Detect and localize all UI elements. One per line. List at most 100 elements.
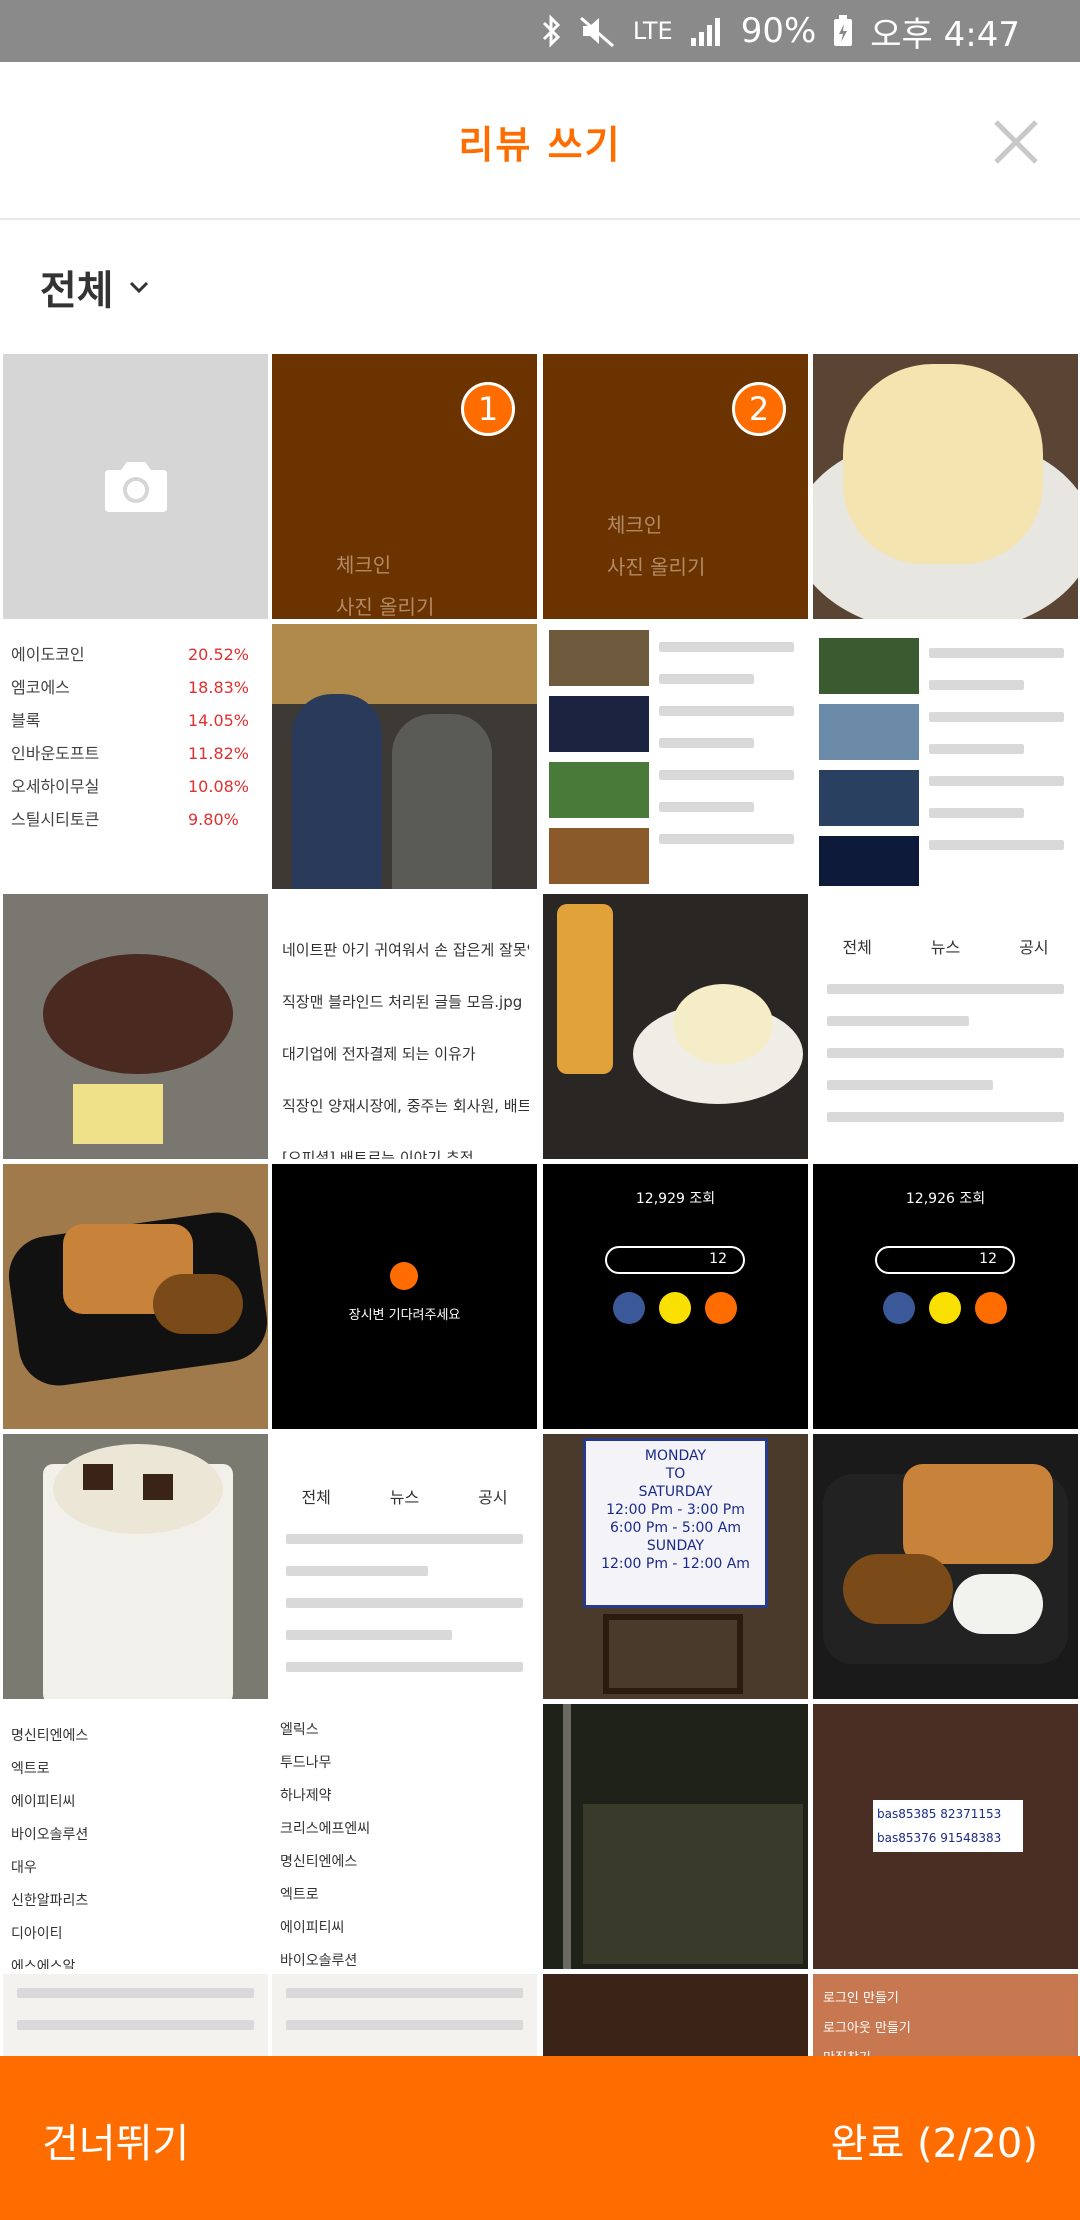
photo-tile[interactable] (813, 624, 1078, 889)
photo-tile[interactable]: 전체 뉴스 공시 (813, 894, 1078, 1159)
status-icons: LTE 90% 오후 4:47 (541, 0, 1020, 62)
photo-tile[interactable] (3, 1974, 268, 2056)
tab-news: 뉴스 (930, 938, 961, 957)
chair-image (603, 1614, 743, 1694)
photo-tile[interactable]: 12,926 조회 12 (813, 1164, 1078, 1429)
floor-image (583, 1804, 803, 1964)
video-thumb (819, 770, 919, 826)
table-row: 블록 (11, 711, 41, 730)
list-item: 대기업에 전자결제 되는 이유가 (282, 1045, 476, 1063)
facebook-icon (883, 1292, 915, 1324)
network-label: LTE (632, 17, 673, 45)
battery-icon (832, 14, 854, 48)
loading-icon (390, 1262, 418, 1290)
photo-tile[interactable]: 에이도코인 엠코에스 블록 인바운도프트 오세하이무실 스틸시티토큰 20.52… (3, 624, 268, 889)
list-item: [오피셜] 배트로는 이야기 추적 (282, 1149, 474, 1159)
bluetooth-icon (541, 14, 563, 48)
mute-icon (579, 14, 617, 48)
bottom-action-bar: 건너뛰기 완료 (2/20) (0, 2056, 1080, 2220)
photo-tile[interactable]: 전체 뉴스 공시 (272, 1434, 537, 1699)
table-row: 명신티엔에스 (280, 1854, 358, 1870)
video-thumb (819, 704, 919, 760)
done-button[interactable]: 완료 (2/20) (830, 2121, 1038, 2167)
page-title: 리뷰 쓰기 (458, 123, 622, 167)
album-filter-dropdown[interactable]: 전체 (40, 258, 150, 316)
menu-board-image (272, 624, 537, 704)
table-row: 디아이티 (11, 1926, 63, 1942)
bookmark-button: 12 (605, 1246, 745, 1274)
table-row: 명신티엔에스 (11, 1728, 89, 1744)
list-item: 로그아웃 만들기 (823, 2021, 911, 2036)
chocolate-image (143, 1474, 173, 1500)
link-icon (975, 1292, 1007, 1324)
news-list (286, 1534, 523, 1694)
table-row: 엘릭스 (280, 1722, 319, 1738)
photo-tile[interactable]: 명신티엔에스 엑트로 에이피티씨 바이오솔루션 대우 신한알파리츠 디아이티 에… (3, 1704, 268, 1969)
close-button[interactable] (986, 112, 1046, 172)
tile-preview-text: 체크인 사진 올리기 (573, 504, 705, 588)
photo-tile-selected[interactable]: 1 체크인 사진 올리기 (272, 354, 537, 619)
hours-line: TO (665, 1466, 686, 1482)
bookmark-button: 12 (875, 1246, 1015, 1274)
hours-line: SATURDAY (638, 1484, 713, 1500)
note-list: 로그인 만들기 로그아웃 만들기 맛집찾기 (823, 1984, 911, 2056)
news-tabs: 전체 뉴스 공시 (272, 1484, 537, 1508)
table-values: 20.52% 18.83% 14.05% 11.82% 10.08% 9.80% (188, 645, 250, 829)
post-list: 네이트판 아기 귀여워서 손 잡은게 잘못인가요? 직장맨 블라인드 처리된 글… (282, 924, 529, 1159)
signal-icon (689, 14, 725, 48)
photo-tile[interactable] (543, 894, 808, 1159)
tab-news: 뉴스 (389, 1488, 420, 1507)
table-row: 에스에스알 (11, 1959, 76, 1969)
skip-button[interactable]: 건너뛰기 (42, 2121, 190, 2167)
photo-tile[interactable] (272, 624, 537, 889)
photo-tile[interactable]: 12,929 조회 12 (543, 1164, 808, 1429)
photo-tile[interactable] (813, 354, 1078, 619)
table-row: 대우 (11, 1860, 37, 1876)
video-thumb (819, 836, 919, 886)
side-dish-image (73, 1084, 163, 1144)
photo-tile[interactable] (543, 624, 808, 889)
photo-tile[interactable] (3, 1164, 268, 1429)
bookmark-count: 12 (709, 1251, 727, 1267)
photo-tile[interactable]: 엘릭스 투드나무 하나제약 크리스에프엔씨 명신티엔에스 엑트로 에이피티씨 바… (272, 1704, 537, 1969)
photo-tile-selected[interactable]: 2 체크인 사진 올리기 (543, 354, 808, 619)
table-row: 엑트로 (11, 1761, 50, 1777)
list-item: 직장맨 블라인드 처리된 글들 모음.jpg (282, 993, 523, 1011)
photo-tile[interactable] (813, 1434, 1078, 1699)
photo-tile[interactable]: 로그인 만들기 로그아웃 만들기 맛집찾기 (813, 1974, 1078, 2056)
camera-tile[interactable] (3, 354, 268, 619)
photo-tile[interactable]: 장시변 기다려주세요 (272, 1164, 537, 1429)
list-item: 맛집찾기 (823, 2044, 911, 2056)
upload-photo-label: 사진 올리기 (336, 595, 435, 619)
tab-notice: 공시 (1019, 938, 1049, 957)
bookmark-count: 12 (979, 1251, 997, 1267)
table-row: 에이도코인 (11, 645, 85, 664)
tab-all: 전체 (842, 938, 872, 957)
table-row: 에이피티씨 (11, 1794, 76, 1810)
bottle-image (557, 904, 613, 1074)
grill-image (43, 954, 233, 1074)
photo-tile[interactable] (3, 894, 268, 1159)
hours-line: 6:00 Pm - 5:00 Am (609, 1520, 742, 1536)
door-frame-image (563, 1704, 571, 1969)
cream-image (53, 1444, 223, 1534)
cutlet-image (903, 1464, 1053, 1564)
photo-tile[interactable] (543, 1974, 808, 2056)
tab-notice: 공시 (478, 1488, 508, 1507)
table-row: 신한알파리츠 (11, 1893, 89, 1909)
stock-list: 명신티엔에스 엑트로 에이피티씨 바이오솔루션 대우 신한알파리츠 디아이티 에… (11, 1720, 88, 1969)
list-item: 직장인 양재시장에, 중주는 회사원, 배트로는 주식 (282, 1097, 529, 1115)
table-row: 엑트로 (280, 1887, 319, 1903)
photo-tile[interactable]: bas85385 82371153 bas85376 91548383 (813, 1704, 1078, 1969)
photo-tile[interactable] (272, 1974, 537, 2056)
tab-all: 전체 (301, 1488, 331, 1507)
curry-image (153, 1274, 243, 1334)
photo-tile[interactable] (3, 1434, 268, 1699)
selection-order-badge: 1 (461, 382, 515, 436)
photo-tile[interactable] (543, 1704, 808, 1969)
video-thumb (549, 696, 649, 752)
hours-line: 12:00 Pm - 3:00 Pm (606, 1502, 745, 1518)
receipt-text: bas85385 82371153 bas85376 91548383 (873, 1800, 1023, 1852)
photo-tile[interactable]: 네이트판 아기 귀여워서 손 잡은게 잘못인가요? 직장맨 블라인드 처리된 글… (272, 894, 537, 1159)
photo-tile[interactable]: MONDAY TO SATURDAY 12:00 Pm - 3:00 Pm 6:… (543, 1434, 808, 1699)
